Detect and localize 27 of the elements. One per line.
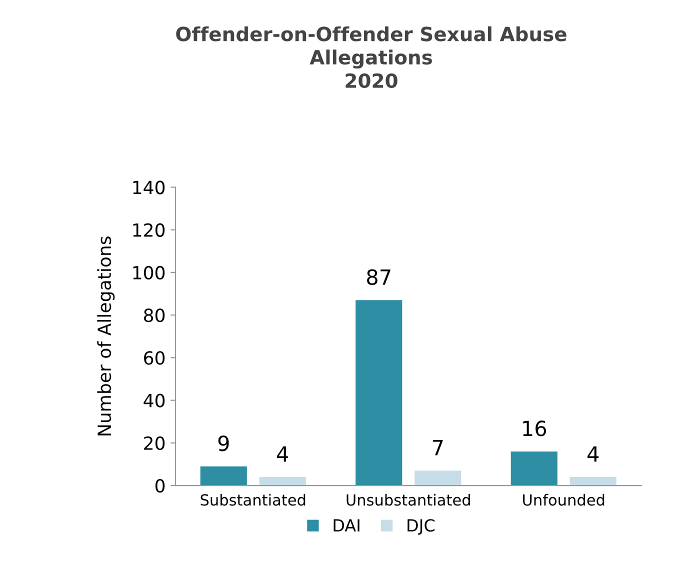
bar [570, 477, 616, 486]
y-tick-label: 20 [144, 436, 165, 450]
bar [200, 466, 247, 486]
x-tick-label: Unsubstantiated [346, 494, 470, 506]
data-label: 4 [277, 446, 288, 462]
bar [414, 470, 462, 486]
data-label: 4 [588, 446, 599, 462]
chart-title: Offender-on-Offender Sexual Abuse Allegations 2020 [176, 26, 566, 88]
data-label: 9 [218, 435, 229, 452]
y-tick-label: 60 [144, 351, 165, 365]
legend-label: DAI [334, 519, 360, 532]
legend-label: DJC [408, 519, 434, 535]
y-tick-label: 100 [133, 266, 165, 280]
y-tick-label: 140 [133, 180, 165, 194]
bar [510, 451, 558, 486]
data-label: 7 [432, 440, 443, 456]
bar [356, 300, 402, 486]
x-tick-label: Unfounded [523, 494, 604, 506]
y-tick-label: 0 [155, 479, 165, 493]
y-tick-label: 40 [144, 394, 165, 408]
bar [259, 477, 306, 486]
data-label: 87 [367, 269, 390, 285]
x-tick-label: Substantiated [200, 494, 306, 506]
y-tick-label: 80 [144, 308, 165, 322]
y-tick-label: 120 [133, 223, 165, 237]
data-label: 16 [523, 420, 546, 436]
y-axis-title: Number of Allegations [97, 236, 115, 436]
